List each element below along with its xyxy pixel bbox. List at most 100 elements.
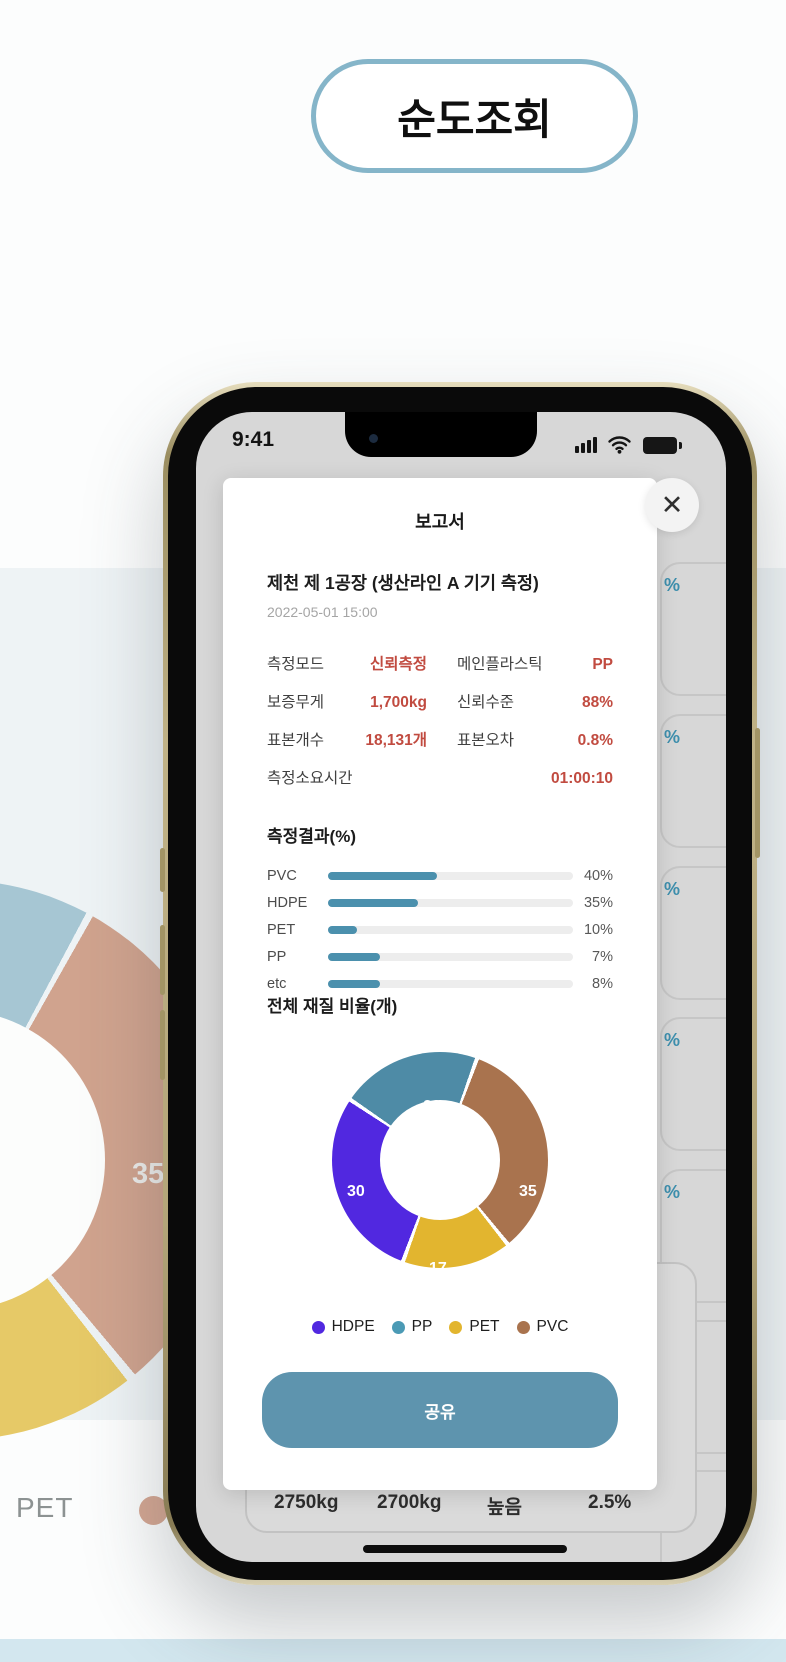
phone-screen: % % % % % % % 2750kg 2700kg 높음 2.5% 보고서 … <box>196 412 726 1562</box>
bar-category: HDPE <box>267 895 308 911</box>
bar-category: PET <box>267 922 296 938</box>
report-factory-title: 제천 제 1공장 (생산라인 A 기기 측정) <box>267 573 539 593</box>
phone-frame: % % % % % % % 2750kg 2700kg 높음 2.5% 보고서 … <box>160 382 760 1585</box>
bar-track <box>328 980 573 988</box>
donut-slice-value-pet: 17 <box>429 1260 447 1277</box>
share-button[interactable]: 공유 <box>262 1372 618 1448</box>
info-row: 측정소요시간 01:00:10 <box>223 768 657 790</box>
legend-item-pvc: PVC <box>516 1318 569 1336</box>
list-item[interactable]: % <box>660 1017 726 1151</box>
bar-fill <box>328 953 380 961</box>
bar-track <box>328 926 573 934</box>
legend-dot-pet <box>449 1320 463 1334</box>
bar-value: 7% <box>592 949 613 965</box>
table-cell-error: 2.5% <box>588 1492 632 1513</box>
battery-icon <box>643 437 682 454</box>
bar-fill <box>328 899 418 907</box>
info-row: 보증무게 1,700kg 신뢰수준 88% <box>223 692 657 714</box>
list-item[interactable]: % <box>660 866 726 1000</box>
legend-label: PVC <box>536 1318 569 1335</box>
info-value: PP <box>592 656 613 673</box>
legend-item-pp: PP <box>391 1318 433 1336</box>
bar-row: PP 7% <box>223 947 657 967</box>
bar-category: PP <box>267 949 287 965</box>
bar-value: 40% <box>583 868 613 884</box>
info-value: 0.8% <box>577 732 613 749</box>
info-label: 보증무게 <box>267 694 325 711</box>
bar-category: etc <box>267 976 287 992</box>
table-cell-weight1: 2750kg <box>274 1492 339 1513</box>
bar-row: PET 10% <box>223 920 657 940</box>
results-section-title: 측정결과(%) <box>267 827 356 846</box>
bar-value: 10% <box>583 922 613 938</box>
table-cell-weight2: 2700kg <box>377 1492 442 1513</box>
home-indicator[interactable] <box>363 1545 567 1553</box>
legend-item-pet: PET <box>449 1318 500 1336</box>
info-label: 표본오차 <box>457 732 515 749</box>
legend-dot-pp <box>391 1320 405 1334</box>
mute-switch <box>160 848 165 892</box>
power-button <box>755 728 760 858</box>
background-legend-pet-label: PET <box>16 1492 74 1523</box>
cellular-signal-icon <box>575 437 601 453</box>
wifi-icon <box>607 435 632 459</box>
info-label: 신뢰수준 <box>457 694 515 711</box>
purity-percent-fragment: % <box>664 1030 681 1050</box>
list-item[interactable]: % <box>660 714 726 848</box>
legend-label: PP <box>411 1318 433 1335</box>
donut-slice-value-pvc: 35 <box>519 1183 537 1200</box>
notch <box>345 412 537 457</box>
info-value: 01:00:10 <box>550 770 613 787</box>
info-value: 18,131개 <box>365 732 427 749</box>
bar-category: PVC <box>267 868 297 884</box>
bar-track <box>328 899 573 907</box>
info-value: 88% <box>581 694 613 711</box>
info-row: 표본개수 18,131개 표본오차 0.8% <box>223 730 657 752</box>
bottom-section-band <box>0 1639 786 1662</box>
bar-track <box>328 872 573 880</box>
purity-lookup-pill-button[interactable]: 순도조회 <box>311 59 638 173</box>
donut-section-title: 전체 재질 비율(개) <box>267 997 398 1016</box>
legend-label: HDPE <box>331 1318 375 1335</box>
donut-slice-value-pp: 22 <box>423 1098 441 1115</box>
list-item[interactable]: % <box>660 562 726 696</box>
modal-title: 보고서 <box>415 512 465 532</box>
purity-percent-fragment: % <box>664 879 681 899</box>
legend-item-hdpe: HDPE <box>311 1318 375 1336</box>
report-timestamp: 2022-05-01 15:00 <box>267 604 378 620</box>
bar-row: etc 8% <box>223 974 657 994</box>
info-row: 측정모드 신뢰측정 메인플라스틱 PP <box>223 654 657 676</box>
info-label: 메인플라스틱 <box>457 656 543 673</box>
purity-percent-fragment: % <box>664 727 681 747</box>
info-value: 1,700kg <box>370 694 427 711</box>
material-donut-hole <box>380 1100 500 1220</box>
status-time: 9:41 <box>232 428 275 451</box>
bar-fill <box>328 980 380 988</box>
info-label: 표본개수 <box>267 732 325 749</box>
bar-value: 35% <box>583 895 613 911</box>
donut-slice-value-hdpe: 30 <box>347 1183 365 1200</box>
bar-value: 8% <box>592 976 613 992</box>
legend-dot-hdpe <box>311 1320 325 1334</box>
info-label: 측정모드 <box>267 656 325 673</box>
bar-row: HDPE 35% <box>223 893 657 913</box>
bar-fill <box>328 872 438 880</box>
volume-up-button <box>160 925 165 995</box>
donut-legend: HDPE PP PET PVC <box>223 1318 657 1336</box>
info-value: 신뢰측정 <box>369 656 427 673</box>
purity-percent-fragment: % <box>664 575 681 595</box>
front-camera-icon <box>369 434 378 443</box>
table-cell-level: 높음 <box>487 1497 522 1518</box>
info-label: 측정소요시간 <box>267 770 353 787</box>
bar-track <box>328 953 573 961</box>
report-modal: 보고서 제천 제 1공장 (생산라인 A 기기 측정) 2022-05-01 1… <box>223 478 657 1490</box>
legend-dot-pvc <box>516 1320 530 1334</box>
purity-percent-fragment: % <box>664 1182 681 1202</box>
bar-fill <box>328 926 357 934</box>
volume-down-button <box>160 1010 165 1080</box>
background-donut-value: 35 <box>132 1158 165 1190</box>
close-button[interactable]: ✕ <box>645 478 699 532</box>
legend-label: PET <box>469 1318 500 1335</box>
bar-row: PVC 40% <box>223 866 657 886</box>
